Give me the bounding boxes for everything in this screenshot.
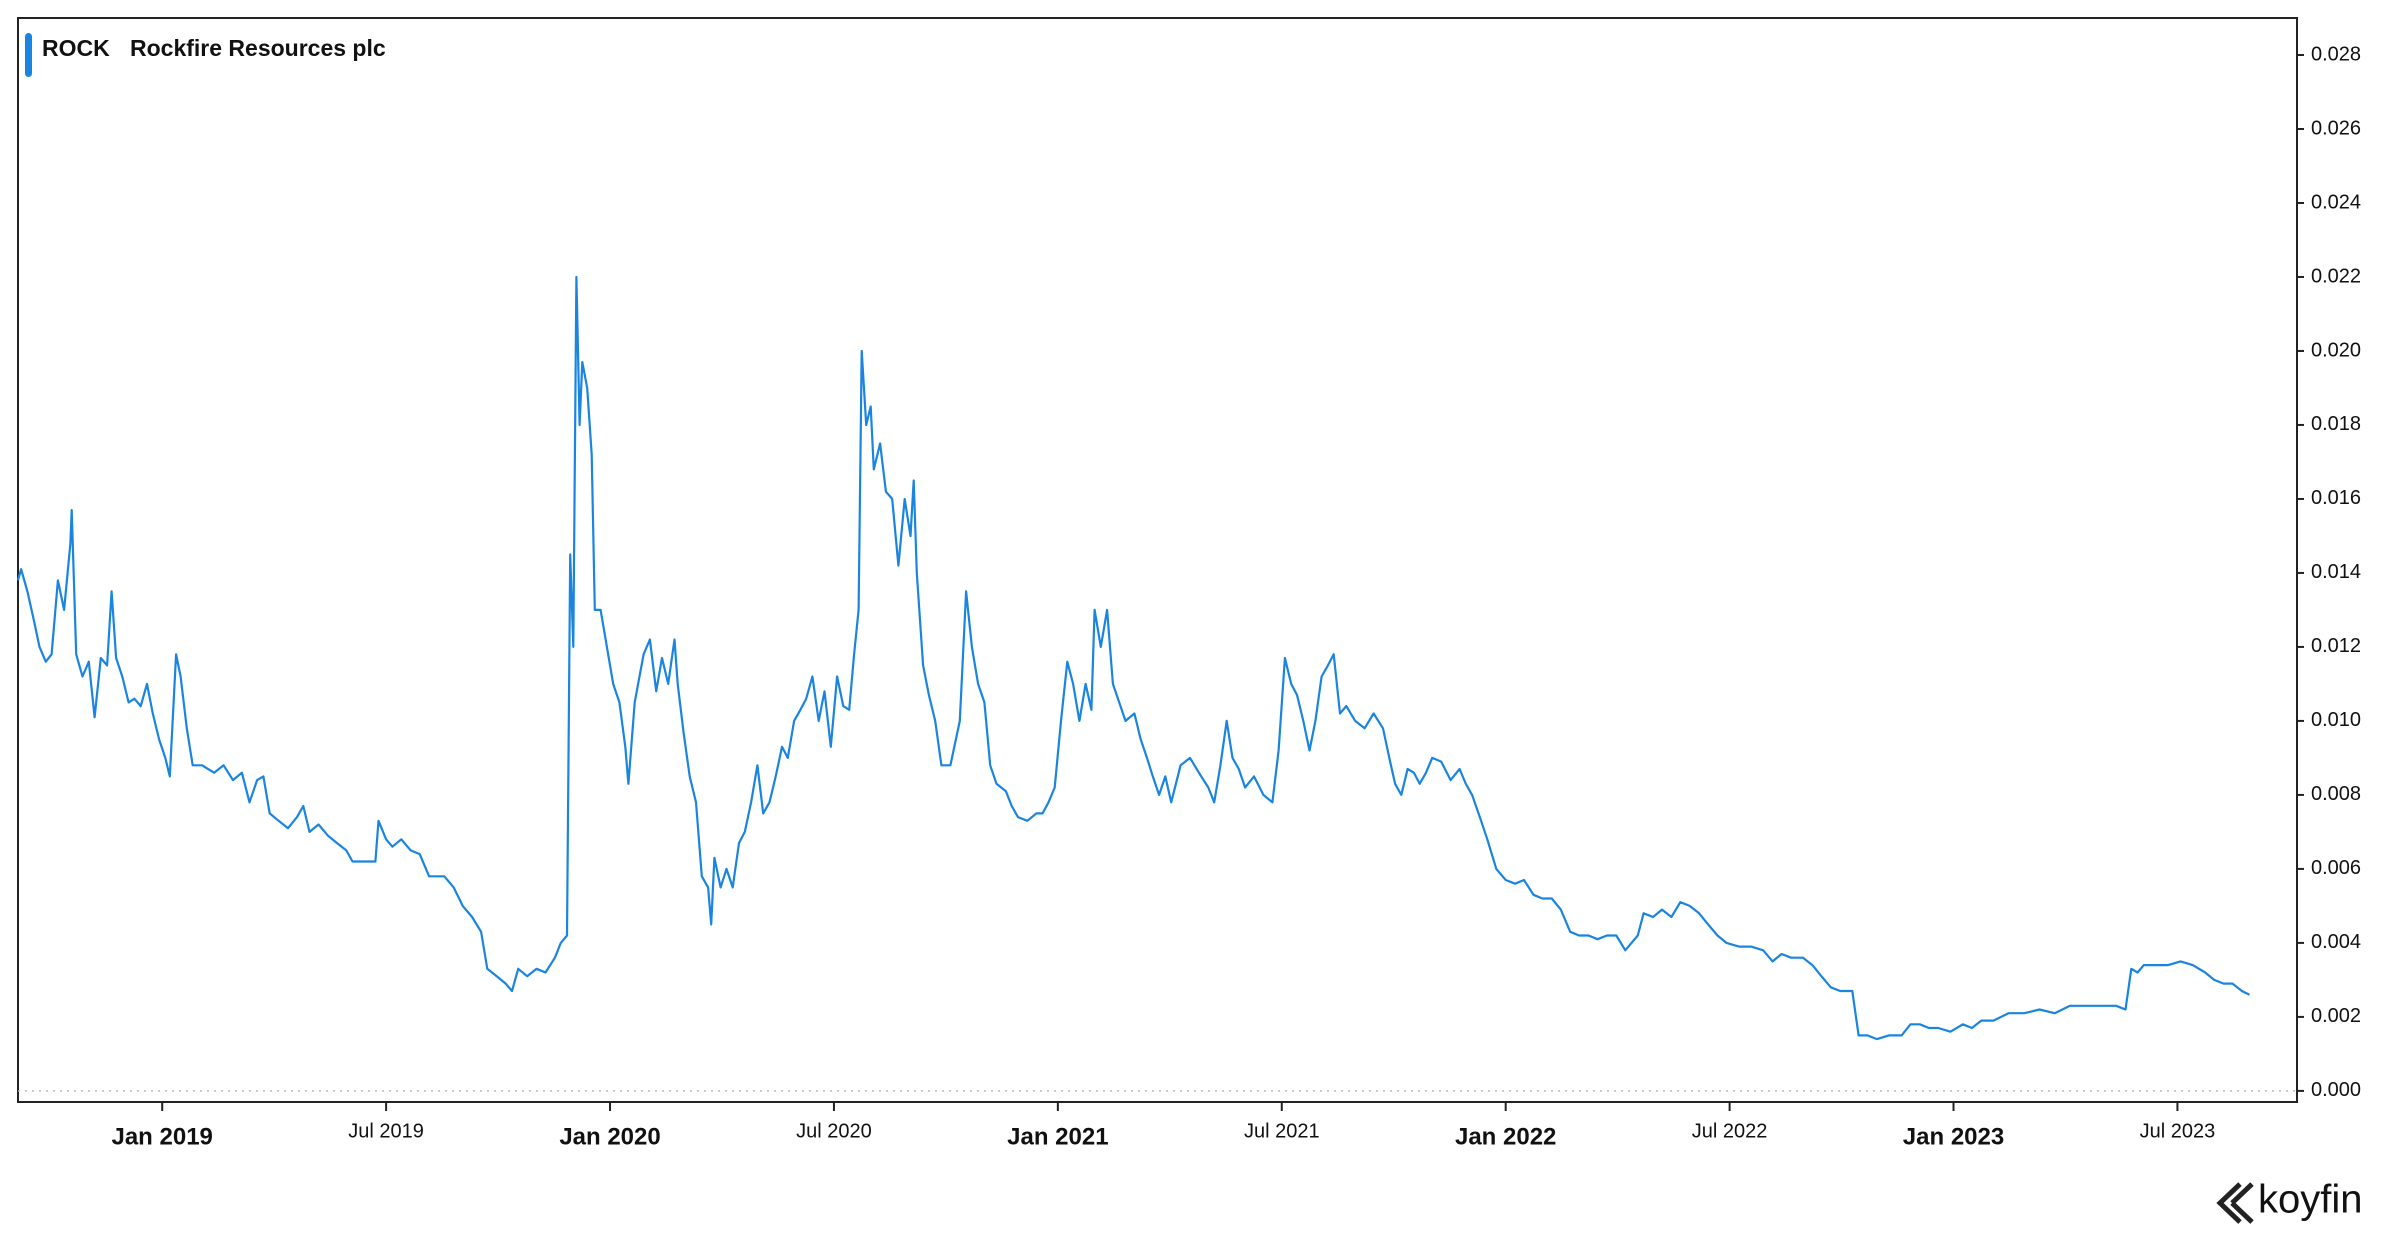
x-tick-label: Jul 2022 — [1692, 1120, 1768, 1142]
y-tick-label: 0.018 — [2311, 413, 2361, 435]
logo-text: koyfin — [2258, 1178, 2363, 1222]
x-tick-label: Jul 2020 — [796, 1120, 872, 1142]
y-tick-label: 0.012 — [2311, 635, 2361, 657]
y-tick-label: 0.010 — [2311, 709, 2361, 731]
x-tick-label: Jul 2023 — [2140, 1120, 2216, 1142]
x-tick-label: Jan 2020 — [559, 1123, 660, 1150]
y-tick-label: 0.022 — [2311, 265, 2361, 287]
y-tick-label: 0.000 — [2311, 1079, 2361, 1101]
y-tick-label: 0.016 — [2311, 487, 2361, 509]
price-line — [16, 275, 2250, 1041]
legend-description: Rockfire Resources plc — [130, 35, 386, 61]
plot-frame — [17, 17, 2298, 1103]
y-tick-label: 0.002 — [2311, 1005, 2361, 1027]
x-tick-label: Jul 2021 — [1244, 1120, 1320, 1142]
y-tick-label: 0.028 — [2311, 43, 2361, 65]
x-tick-label: Jan 2021 — [1007, 1123, 1108, 1150]
y-tick-label: 0.006 — [2311, 857, 2361, 879]
y-tick-label: 0.008 — [2311, 783, 2361, 805]
x-tick-label: Jul 2019 — [348, 1120, 424, 1142]
x-tick-label: Jan 2022 — [1455, 1123, 1556, 1150]
x-tick-label: Jan 2023 — [1903, 1123, 2004, 1150]
y-tick-label: 0.020 — [2311, 339, 2361, 361]
x-tick-label: Jan 2019 — [111, 1123, 212, 1150]
logo: koyfin — [2216, 1178, 2363, 1224]
legend-swatch — [25, 33, 32, 77]
logo-icon — [2216, 1182, 2254, 1224]
y-tick-label: 0.004 — [2311, 931, 2361, 953]
y-tick-label: 0.024 — [2311, 191, 2361, 213]
y-tick-label: 0.026 — [2311, 117, 2361, 139]
y-tick-label: 0.014 — [2311, 561, 2361, 583]
legend-ticker: ROCK — [42, 35, 110, 61]
